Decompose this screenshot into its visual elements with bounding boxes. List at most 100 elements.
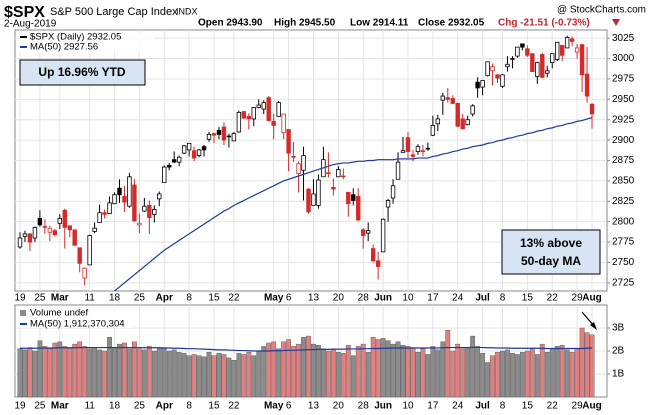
candle-body (82, 267, 87, 279)
legend-bg (19, 307, 134, 328)
candle-body (316, 179, 321, 206)
candle-body (535, 62, 540, 77)
candle-body (186, 142, 192, 151)
x-tick-label: Mar (51, 401, 69, 412)
volume-bar (171, 349, 177, 397)
quote-open: Open 2943.90 (198, 18, 263, 29)
x-tick-label: 8 (500, 401, 506, 412)
volume-bar (584, 332, 590, 397)
candle-body (137, 222, 142, 226)
volume-bar (27, 347, 33, 397)
candle-body (400, 150, 406, 153)
x-tick-label: 13 (308, 401, 320, 412)
candle-body (296, 163, 301, 174)
volume-bar (266, 342, 272, 397)
moving-average-line (20, 346, 593, 352)
candle-body (52, 230, 58, 236)
volume-bar (480, 353, 485, 397)
candle-body (550, 53, 555, 64)
x-tick-label: 6 (286, 401, 292, 412)
candle-body (112, 194, 117, 205)
volume-bar (151, 350, 157, 397)
candle-body (460, 118, 465, 130)
candle-body (410, 154, 416, 157)
candle-body (351, 194, 356, 201)
candle-body (301, 155, 306, 171)
candle-body (306, 188, 311, 213)
volume-bar (559, 345, 565, 397)
volume-bar (67, 348, 73, 397)
candle-body (77, 247, 82, 264)
volume-bar (430, 346, 436, 397)
candle-body (181, 145, 187, 154)
candle-body (365, 230, 371, 234)
volume-bar (534, 354, 540, 397)
x-tick-label: 25 (134, 401, 146, 412)
volume-bar (510, 353, 515, 397)
quote-low: Low 2914.11 (350, 18, 409, 29)
x-tick-label: Jul (475, 293, 490, 304)
volume-bar (281, 341, 287, 397)
volume-bar (355, 346, 361, 397)
candle-body (27, 233, 33, 243)
candle-body (196, 149, 202, 157)
candle-body (152, 209, 157, 215)
x-tick-label: 29 (572, 293, 584, 304)
volume-bar (291, 346, 296, 397)
volume-bar (405, 346, 411, 397)
candle-body (241, 111, 247, 119)
candle-body (425, 147, 431, 150)
candle-body (370, 248, 376, 262)
annotation: 13% above (520, 236, 582, 250)
y-tick-label: 2750 (612, 257, 635, 268)
volume-bar (311, 343, 316, 397)
candle-body (341, 175, 346, 178)
candle-body (22, 233, 28, 237)
volume-bar (415, 351, 421, 397)
candle-body (87, 235, 92, 266)
y-tick-label: 1B (612, 369, 625, 380)
candle-body (375, 260, 381, 267)
candle-body (445, 97, 450, 100)
candle-body (191, 150, 197, 159)
volume-bar (564, 349, 570, 397)
x-tick-label: 13 (308, 293, 320, 304)
volume-bar (112, 347, 117, 397)
x-tick-label: 15 (522, 293, 534, 304)
y-tick-label: 2850 (612, 176, 635, 187)
volume-bar (246, 351, 252, 397)
moving-average-line (113, 117, 593, 291)
candle-body (107, 202, 112, 214)
candle-body (361, 229, 366, 236)
legend-swatch (20, 310, 26, 316)
volume-bar (330, 349, 336, 397)
x-tick-label: 25 (134, 293, 146, 304)
candle-body (32, 226, 38, 239)
candle-body (520, 43, 525, 48)
candle-body (505, 63, 510, 68)
candle-body (584, 73, 590, 97)
candle-body (530, 53, 535, 72)
volume-bar (236, 353, 242, 397)
volume-bar (22, 349, 28, 397)
candle-body (515, 46, 520, 57)
candle-body (167, 164, 172, 168)
volume-bar (554, 346, 560, 397)
candle-body (545, 70, 550, 74)
volume-bar (465, 347, 471, 397)
y-tick-label: 2B (612, 346, 625, 357)
candle-body (579, 44, 585, 76)
y-tick-label: 2800 (612, 216, 635, 227)
volume-bar (345, 345, 351, 397)
candle-body (281, 113, 286, 134)
volume-bar (495, 351, 500, 397)
candle-body (356, 195, 361, 221)
volume-bar (132, 341, 137, 397)
volume-bar (286, 339, 292, 397)
y-tick-label: 2725 (612, 277, 635, 288)
x-tick-label: Apr (156, 293, 173, 304)
x-tick-label: Jun (374, 401, 392, 412)
price-legend: $SPX (Daily) 2932.05 MA(50) 2927.56 (19, 32, 154, 53)
volume-bar (226, 357, 232, 397)
